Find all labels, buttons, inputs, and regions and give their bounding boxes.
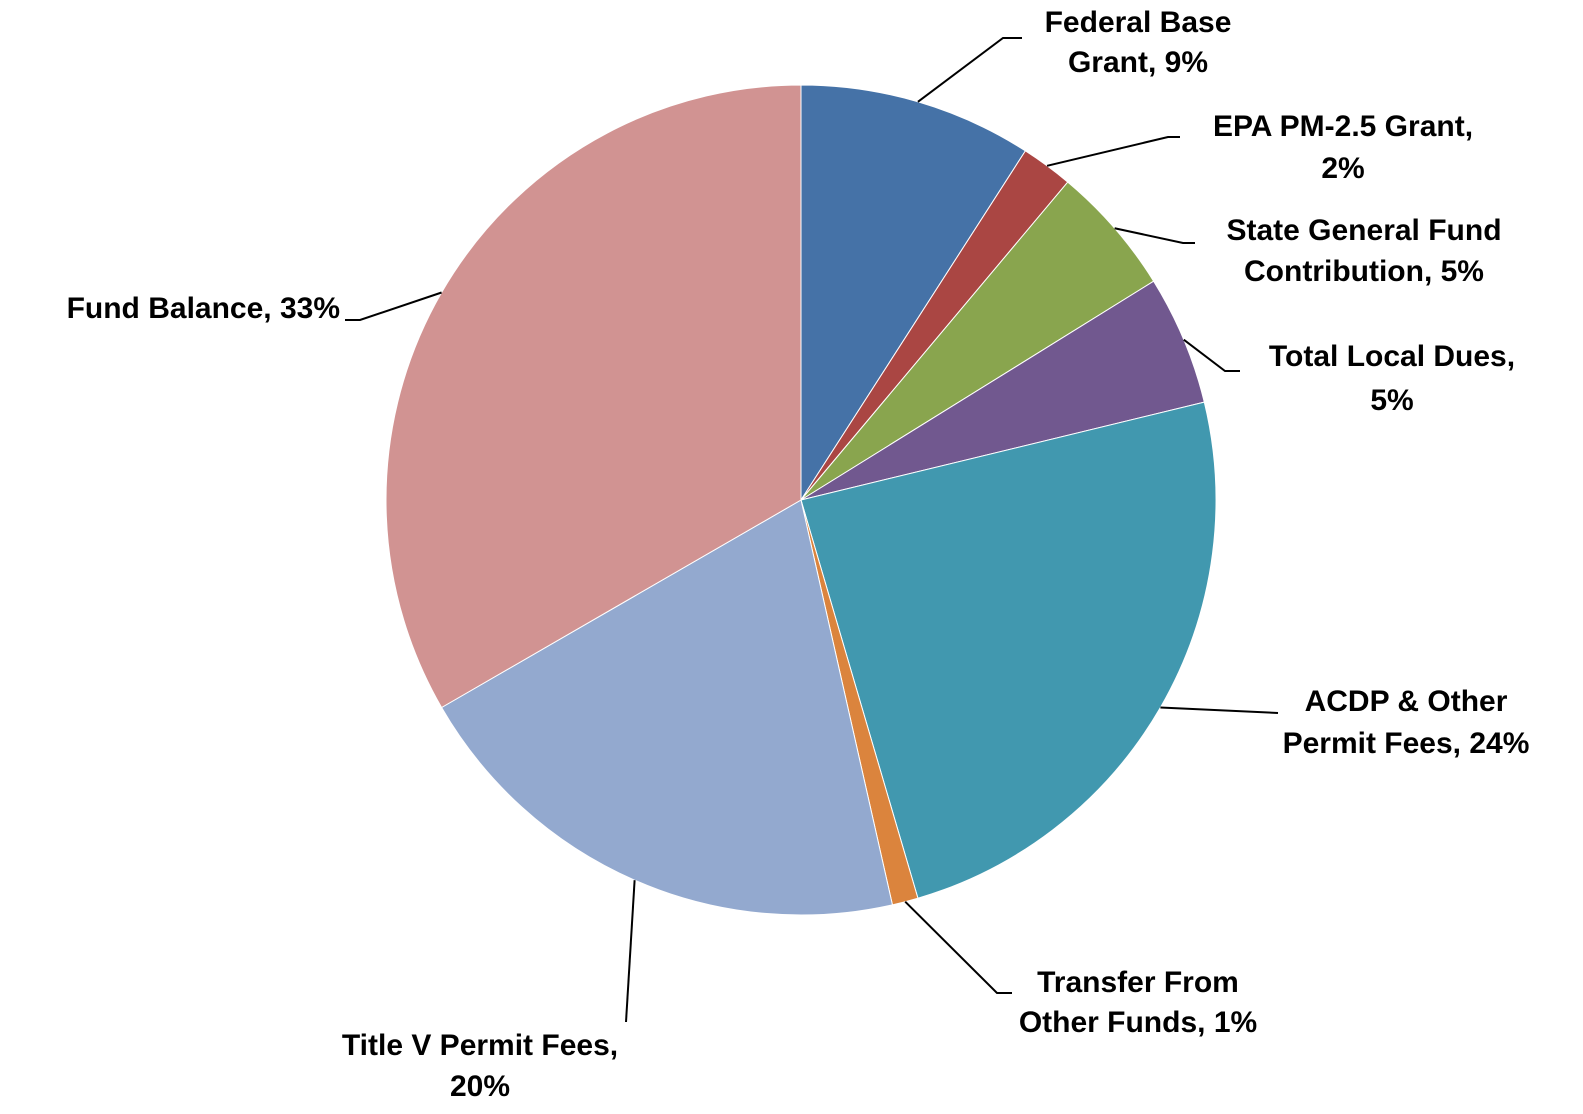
slice-label: 5% xyxy=(1370,384,1413,417)
slice-label: ACDP & Other xyxy=(1305,685,1508,718)
slice-label: Permit Fees, 24% xyxy=(1283,727,1530,760)
slice-label: Other Funds, 1% xyxy=(1019,1006,1257,1039)
leader-line xyxy=(1160,706,1279,714)
slice-label: Contribution, 5% xyxy=(1244,255,1484,288)
leader-line xyxy=(625,880,636,1023)
slice-label: Title V Permit Fees, xyxy=(342,1029,618,1062)
slice-label: 20% xyxy=(450,1070,510,1103)
pie-slice xyxy=(800,401,1217,899)
slice-label: 2% xyxy=(1321,152,1364,185)
leader-line xyxy=(1046,136,1180,167)
leader-line xyxy=(345,291,442,321)
leader-line xyxy=(1114,227,1195,244)
slice-label: Federal Base xyxy=(1045,6,1232,39)
leader-line xyxy=(1183,338,1240,372)
slice-label: Fund Balance, 33% xyxy=(67,292,340,325)
slice-label: EPA PM-2.5 Grant, xyxy=(1213,110,1473,143)
leader-line xyxy=(904,900,1012,994)
slice-label: State General Fund xyxy=(1226,214,1501,247)
leader-line xyxy=(917,37,1022,103)
slice-label: Grant, 9% xyxy=(1068,46,1208,79)
slice-label: Transfer From xyxy=(1037,966,1239,999)
slice-label: Total Local Dues, xyxy=(1269,340,1515,373)
